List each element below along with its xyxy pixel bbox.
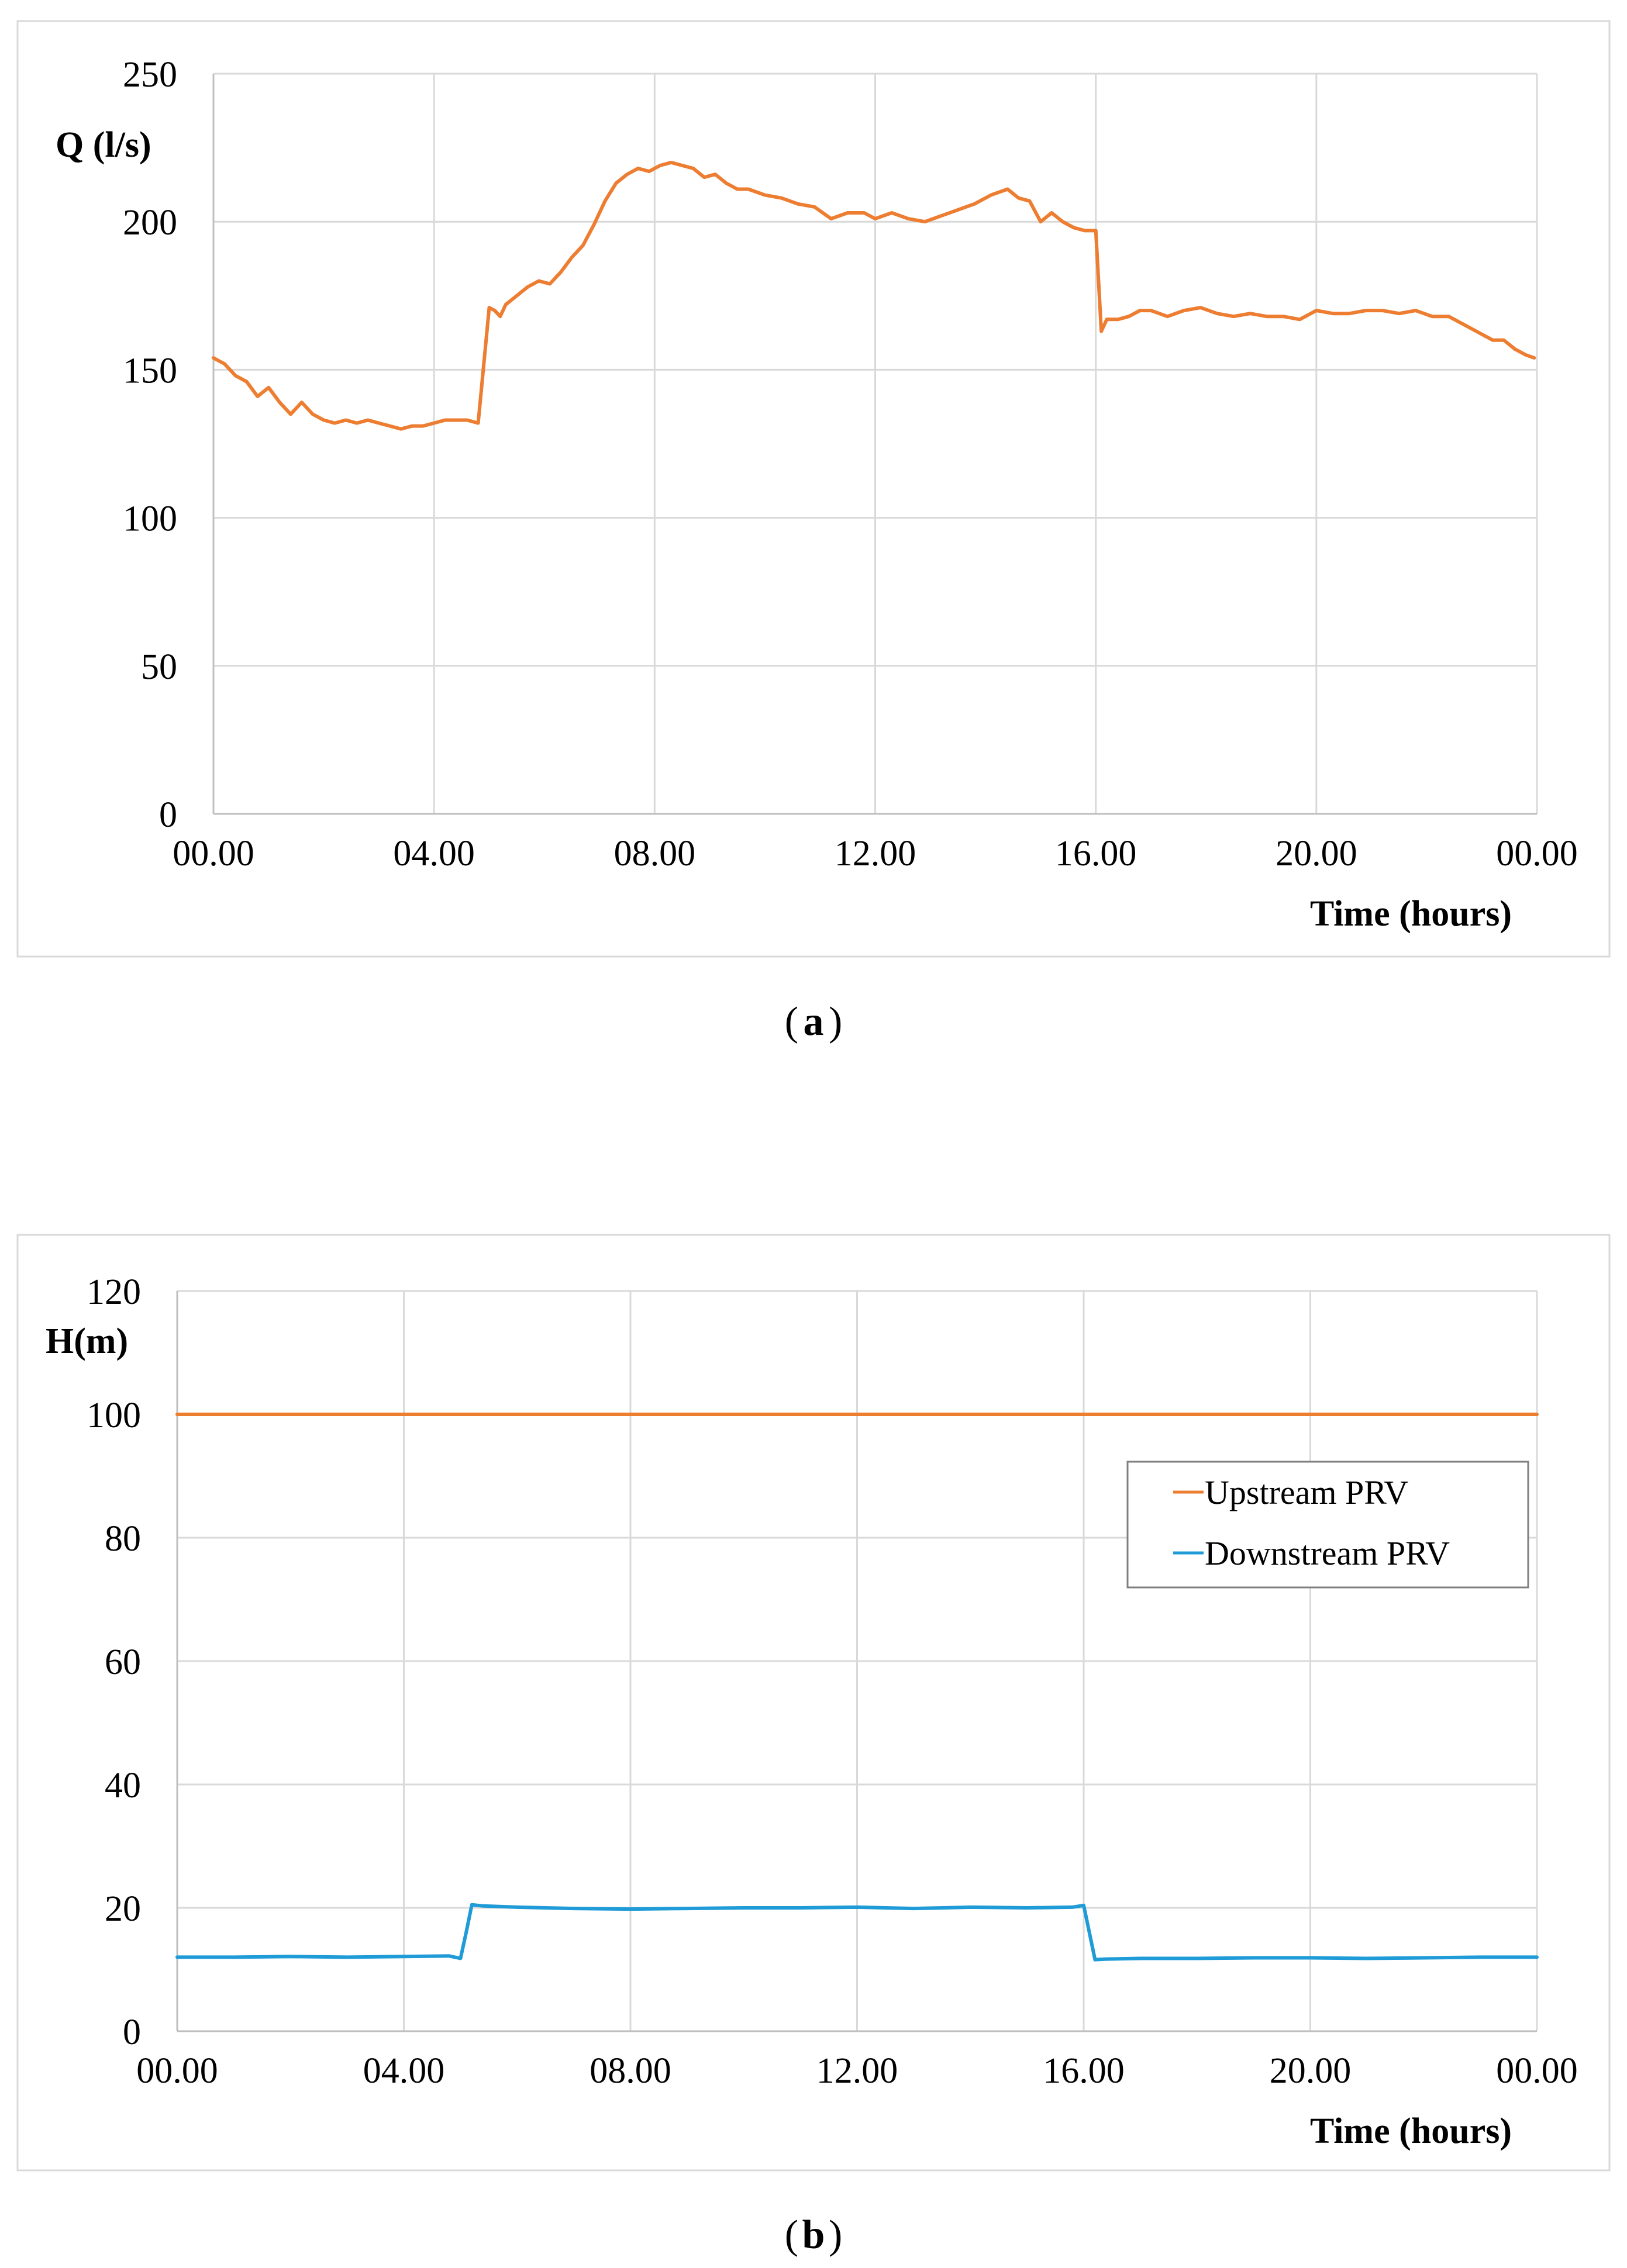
caption-b: ( b ) — [785, 2212, 843, 2257]
caption-a: ( a ) — [785, 999, 843, 1044]
chart-b-series — [175, 1413, 1539, 1962]
chart-a: 0 50 100 150 200 250 00.00 04.00 08.00 12.00 16.0… — [16, 20, 1611, 958]
x-tick-label: 08.00 — [590, 2051, 671, 2091]
x-tick-label: 00.00 — [136, 2051, 218, 2091]
x-tick-label: 20.00 — [1276, 834, 1357, 874]
x-tick-label: 04.00 — [393, 834, 475, 874]
caption-b-open-paren: ( — [785, 2212, 798, 2257]
x-tick-label: 12.00 — [835, 834, 916, 874]
chart-b-x-tick-labels: 00.00 04.00 08.00 12.00 16.00 20.00 00.00 — [136, 2051, 1578, 2091]
x-tick-label: 00.00 — [1496, 834, 1578, 874]
chart-a-frame — [16, 20, 1611, 958]
chart-a-y-axis-label: Q (l/s) — [56, 125, 151, 165]
x-tick-label: 04.00 — [363, 2051, 445, 2091]
x-tick-label: 20.00 — [1270, 2051, 1352, 2091]
caption-a-open-paren: ( — [785, 999, 798, 1044]
y-tick-label: 40 — [105, 1766, 141, 1806]
y-tick-label: 0 — [123, 2012, 141, 2052]
y-tick-label: 100 — [123, 499, 177, 539]
chart-b-frame — [16, 1234, 1611, 2172]
chart-a-gridlines — [212, 73, 1538, 815]
chart-b-x-axis-label: Time (hours) — [1310, 2111, 1512, 2151]
y-tick-label: 50 — [141, 647, 177, 687]
y-tick-label: 150 — [123, 351, 177, 391]
y-tick-label: 60 — [105, 1642, 141, 1682]
y-tick-label: 120 — [87, 1272, 141, 1312]
legend-label-upstream: Upstream PRV — [1205, 1473, 1408, 1511]
series-line-downstream-prv — [175, 1903, 1539, 1962]
caption-b-close-paren: ) — [829, 2212, 842, 2257]
y-tick-label: 20 — [105, 1889, 141, 1929]
x-tick-label: 00.00 — [1496, 2051, 1578, 2091]
x-tick-label: 16.00 — [1055, 834, 1137, 874]
chart-a-y-tick-labels: 0 50 100 150 200 250 — [123, 55, 177, 835]
legend-box — [1126, 1461, 1529, 1589]
y-tick-label: 250 — [123, 55, 177, 95]
y-tick-label: 100 — [87, 1396, 141, 1435]
chart-b: 0 20 40 60 80 100 120 00.00 04.00 08.00 12.00 16.0… — [16, 1234, 1611, 2172]
chart-a-series — [212, 160, 1536, 431]
x-tick-label: 12.00 — [816, 2051, 898, 2091]
x-tick-label: 16.00 — [1043, 2051, 1125, 2091]
chart-a-x-axis-label: Time (hours) — [1310, 894, 1512, 934]
caption-a-close-paren: ) — [829, 999, 842, 1044]
y-tick-label: 80 — [105, 1519, 141, 1559]
x-tick-label: 08.00 — [614, 834, 696, 874]
caption-a-letter: a — [804, 999, 824, 1044]
y-tick-label: 200 — [123, 203, 177, 243]
chart-b-y-tick-labels: 0 20 40 60 80 100 120 — [87, 1272, 141, 2052]
series-line-series-0 — [212, 160, 1536, 431]
y-tick-label: 0 — [159, 795, 177, 835]
x-tick-label: 00.00 — [173, 834, 254, 874]
chart-b-legend: Upstream PRV Downstream PRV — [1126, 1461, 1529, 1589]
chart-b-y-axis-label: H(m) — [46, 1321, 128, 1361]
caption-b-letter: b — [802, 2212, 825, 2257]
chart-a-x-tick-labels: 00.00 04.00 08.00 12.00 16.00 20.00 00.00 — [173, 834, 1578, 874]
legend-label-downstream: Downstream PRV — [1205, 1534, 1450, 1572]
